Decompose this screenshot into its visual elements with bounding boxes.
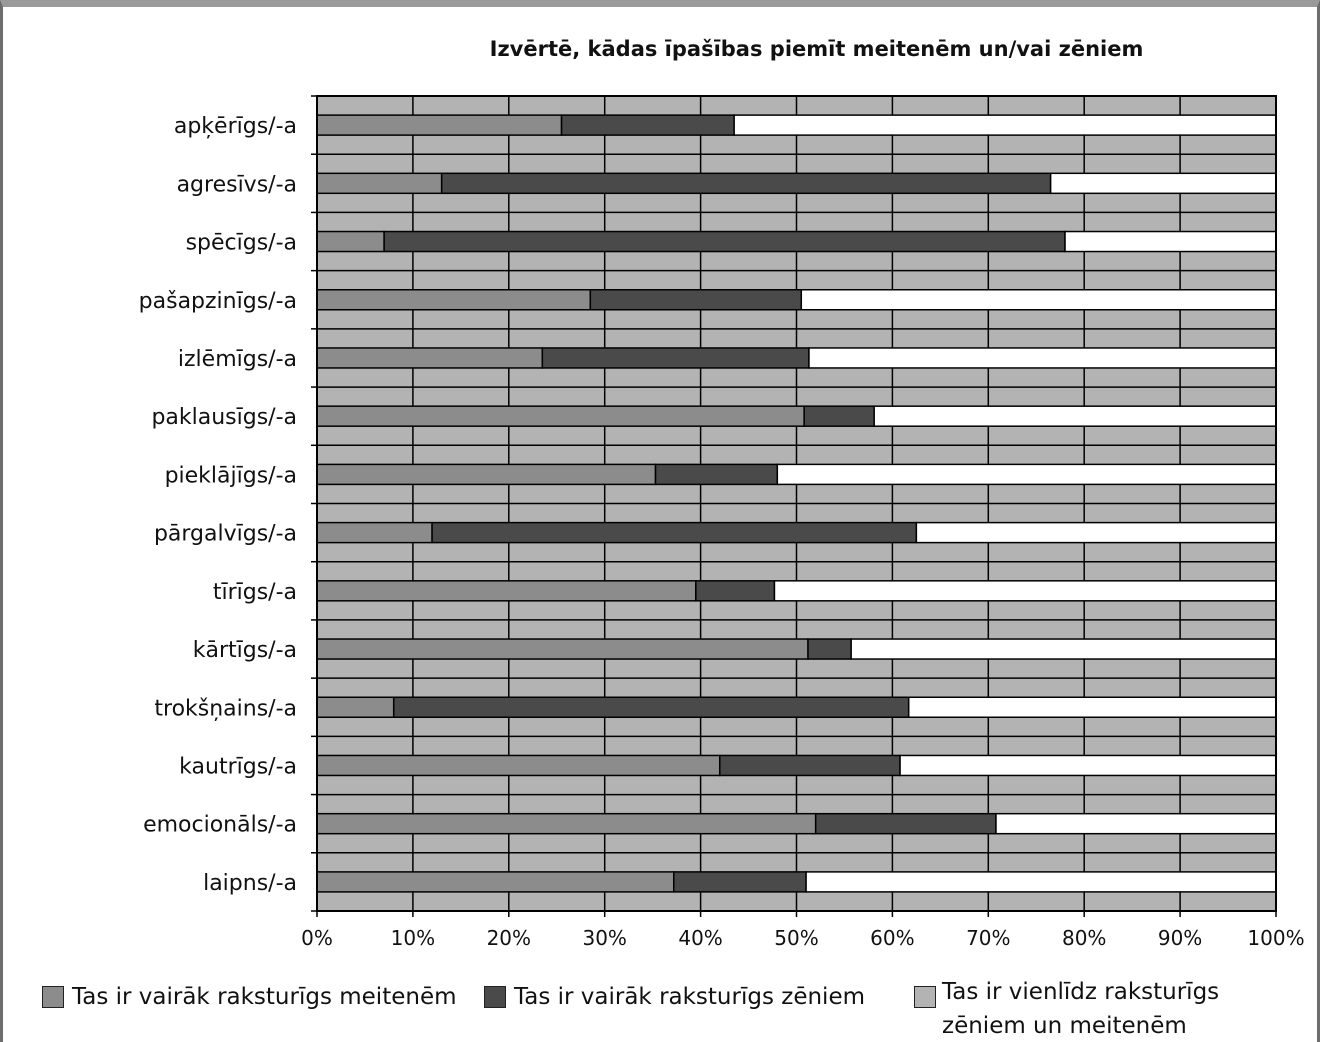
bar-segment-series-1 (316, 580, 697, 602)
category-label: spēcīgs/-a (186, 231, 297, 256)
x-tick-label: 20% (487, 926, 531, 950)
legend-swatch-girls (42, 986, 64, 1008)
bar-segment-series-1 (316, 347, 544, 369)
category-label: agresīvs/-a (177, 172, 297, 197)
bar-segment-series-2 (672, 871, 807, 893)
x-tick-label: 0% (301, 926, 333, 950)
bar-segment-series-2 (392, 696, 910, 718)
bar-segment-series-1 (316, 696, 395, 718)
category-label: pieklājīgs/-a (165, 463, 297, 488)
bar-segment-series-3 (850, 638, 1277, 660)
legend-swatch-equal (914, 986, 936, 1008)
legend-label-equal-line2: zēniem un meitenēm (942, 1013, 1187, 1039)
x-tick-label: 50% (774, 926, 818, 950)
bar-segment-series-2 (541, 347, 810, 369)
bar-segment-series-1 (316, 463, 657, 486)
bar-segment-series-3 (776, 463, 1277, 486)
bar-segment-series-1 (316, 405, 805, 427)
bar-segment-series-3 (808, 347, 1277, 369)
legend-swatch-boys (484, 986, 506, 1008)
x-tick-label: 100% (1247, 926, 1304, 950)
category-label: emocionāls/-a (143, 813, 297, 838)
bar-segment-series-2 (719, 754, 901, 777)
category-label: izlēmīgs/-a (178, 347, 297, 372)
stacked-bar-chart: Izvērtē, kādas īpašības piemīt meitenēm … (139, 37, 1305, 950)
category-label: trokšņains/-a (154, 696, 297, 721)
bar-segment-series-1 (316, 812, 817, 835)
bar-segment-series-2 (695, 580, 776, 602)
category-label: kautrīgs/-a (179, 754, 297, 779)
x-tick-label: 10% (391, 926, 435, 950)
category-label: kārtīgs/-a (193, 638, 297, 663)
bar-segment-series-3 (995, 812, 1277, 835)
x-tick-label: 80% (1062, 926, 1106, 950)
x-tick-label: 70% (966, 926, 1010, 950)
category-label: apķērīgs/-a (174, 114, 297, 139)
chart-title: Izvērtē, kādas īpašības piemīt meitenēm … (490, 37, 1144, 61)
bar-segment-series-3 (899, 754, 1277, 777)
bar-segment-series-2 (560, 114, 735, 136)
bar-segment-series-2 (440, 172, 1052, 195)
bar-segment-series-1 (316, 871, 675, 893)
bar-segment-series-2 (803, 405, 875, 427)
x-tick-label: 90% (1158, 926, 1202, 950)
bar-segment-series-1 (316, 754, 721, 777)
legend-label-boys: Tas ir vairāk raksturīgs zēniem (514, 984, 865, 1010)
bar-segment-series-1 (316, 521, 433, 544)
bar-segment-series-2 (431, 521, 918, 544)
bar-segment-series-2 (589, 289, 803, 311)
legend-label-equal-line1: Tas ir vienlīdz raksturīgs (942, 979, 1220, 1005)
bar-segment-series-3 (873, 405, 1277, 427)
bar-segment-series-2 (814, 812, 997, 835)
category-label: pārgalvīgs/-a (154, 522, 297, 547)
bar-segment-series-1 (316, 289, 592, 311)
category-label: paklausīgs/-a (151, 405, 297, 430)
bar-segment-series-1 (316, 172, 443, 195)
legend-label-girls: Tas ir vairāk raksturīgs meitenēm (72, 984, 457, 1010)
category-label: laipns/-a (203, 871, 297, 896)
bar-segment-series-2 (807, 638, 852, 660)
bar-segment-series-2 (654, 463, 779, 486)
category-label: pašapzinīgs/-a (139, 289, 297, 314)
bar-segment-series-2 (383, 230, 1066, 253)
bar-segment-series-3 (915, 521, 1277, 544)
x-tick-label: 60% (870, 926, 914, 950)
x-tick-label: 40% (678, 926, 722, 950)
bar-segment-series-1 (316, 230, 385, 253)
bar-segment-series-3 (1049, 172, 1277, 195)
bar-segment-series-1 (316, 114, 563, 136)
bar-segment-series-1 (316, 638, 809, 660)
bar-segment-series-3 (733, 114, 1277, 136)
bar-segment-series-3 (800, 289, 1277, 311)
bar-segment-series-3 (773, 580, 1277, 602)
bar-segment-series-3 (1064, 230, 1277, 253)
bar-segment-series-3 (805, 871, 1277, 893)
x-tick-label: 30% (582, 926, 626, 950)
category-label: tīrīgs/-a (213, 580, 297, 605)
bar-segment-series-3 (907, 696, 1277, 718)
